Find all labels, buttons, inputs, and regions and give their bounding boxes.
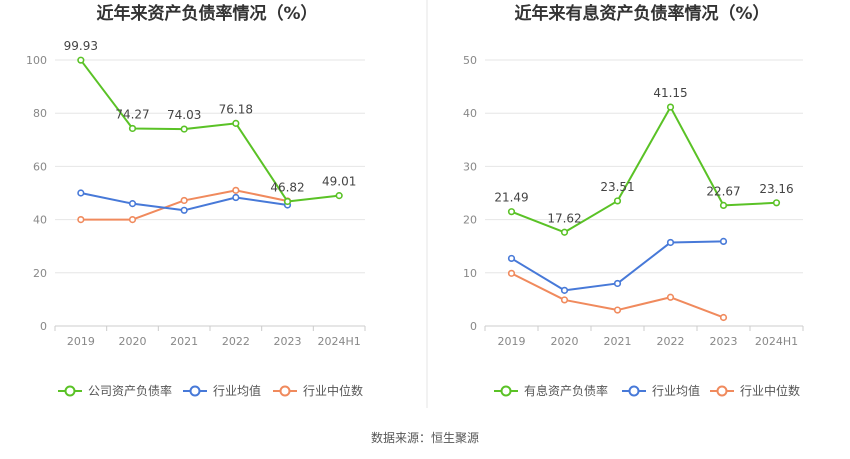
data-point: [232, 119, 240, 127]
data-point: [507, 269, 516, 277]
y-tick-label: 100: [26, 54, 47, 67]
data-label: 23.16: [759, 182, 793, 196]
legend-swatch-marker: [716, 385, 728, 397]
data-label: 76.18: [219, 102, 253, 116]
data-point: [180, 206, 188, 214]
data-label: 22.67: [706, 184, 740, 198]
data-point: [507, 254, 516, 263]
data-point: [128, 124, 137, 133]
legend-swatch-marker: [500, 385, 512, 397]
data-point: [77, 56, 85, 64]
data-point: [560, 228, 569, 236]
x-tick-label: 2022: [657, 335, 685, 348]
x-tick-label: 2019: [67, 335, 95, 348]
y-tick-label: 0: [470, 320, 477, 333]
data-point: [180, 196, 188, 205]
legend-label: 有息资产负债率: [524, 383, 608, 398]
chart-title: 近年来有息资产负债率情况（%）: [514, 3, 769, 24]
y-tick-label: 30: [463, 160, 477, 173]
series-line: [511, 106, 777, 234]
x-tick-label: 2022: [222, 335, 250, 348]
x-tick-label: 2023: [274, 335, 302, 348]
legend-label: 行业均值: [213, 383, 261, 398]
legend-label: 行业中位数: [303, 383, 363, 398]
series-line: [80, 189, 288, 221]
legend-swatch-marker: [279, 385, 291, 397]
x-tick-label: 2023: [710, 335, 738, 348]
data-label: 46.82: [270, 180, 304, 194]
legend-item[interactable]: 公司资产负债率: [58, 383, 172, 398]
data-point: [719, 201, 728, 209]
data-label: 99.93: [64, 39, 98, 53]
data-label: 74.27: [115, 107, 149, 121]
data-source-note: 数据来源：恒生聚源: [371, 430, 479, 445]
y-tick-label: 0: [40, 320, 47, 333]
debt-ratio-chart: 近年来资产负债率情况（%） 0 20 40 60 80 100 2019 2020 2021 20…: [26, 3, 366, 398]
x-tick-label: 2024H1: [755, 335, 798, 348]
legend-swatch-marker: [628, 385, 640, 397]
y-tick-label: 80: [33, 107, 47, 120]
data-point: [613, 279, 622, 288]
data-label: 17.62: [547, 211, 581, 225]
x-tick-label: 2019: [498, 335, 526, 348]
data-point: [772, 199, 781, 207]
data-point: [719, 237, 728, 246]
data-point: [335, 192, 343, 200]
data-point: [232, 186, 240, 194]
data-point: [180, 125, 188, 133]
data-point: [666, 293, 675, 301]
legend-item[interactable]: 行业均值: [183, 383, 261, 398]
legend-swatch-marker: [64, 385, 76, 397]
data-label: 74.03: [167, 108, 201, 122]
data-label: 41.15: [653, 86, 687, 100]
data-point: [507, 208, 516, 216]
legend-item[interactable]: 行业均值: [622, 383, 700, 398]
data-point: [560, 296, 569, 304]
data-point: [232, 193, 240, 202]
series-line: [80, 59, 340, 203]
legend-label: 行业中位数: [740, 383, 800, 398]
legend-label: 公司资产负债率: [88, 383, 172, 398]
data-point: [560, 286, 569, 294]
x-tick-label: 2021: [170, 335, 198, 348]
legend-item[interactable]: 行业中位数: [710, 383, 800, 398]
y-tick-label: 20: [33, 267, 47, 280]
x-tick-label: 2020: [551, 335, 579, 348]
x-tick-label: 2024H1: [318, 335, 361, 348]
legend-item[interactable]: 行业中位数: [273, 383, 363, 398]
y-tick-label: 20: [463, 214, 477, 227]
y-tick-label: 50: [463, 54, 477, 67]
x-tick-label: 2020: [119, 335, 147, 348]
data-point: [613, 197, 622, 205]
data-point: [719, 313, 728, 322]
data-point: [128, 216, 137, 224]
y-tick-label: 40: [463, 107, 477, 120]
y-tick-label: 10: [463, 267, 477, 280]
interest-bearing-debt-ratio-chart: 近年来有息资产负债率情况（%） 0 10 20 30 40 50 2019 2020 2021 2…: [463, 3, 804, 398]
data-point: [613, 306, 622, 314]
data-point: [283, 197, 292, 206]
data-point: [666, 103, 675, 111]
legend-label: 行业均值: [652, 383, 700, 398]
data-point: [666, 238, 675, 247]
chart-title: 近年来资产负债率情况（%）: [96, 3, 317, 24]
data-point: [128, 200, 137, 208]
data-point: [77, 216, 85, 224]
data-label: 49.01: [322, 175, 356, 189]
legend-swatch-marker: [189, 385, 201, 397]
data-label: 23.51: [600, 180, 634, 194]
y-tick-label: 60: [33, 160, 47, 173]
y-tick-label: 40: [33, 214, 47, 227]
x-tick-label: 2021: [604, 335, 632, 348]
legend-item[interactable]: 有息资产负债率: [494, 383, 608, 398]
data-label: 21.49: [494, 191, 528, 205]
data-point: [77, 189, 85, 197]
